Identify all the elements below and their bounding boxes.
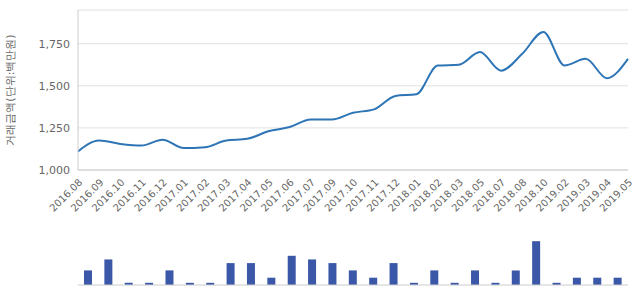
svg-text:2018.10: 2018.10 bbox=[512, 176, 550, 214]
svg-text:2018.02: 2018.02 bbox=[407, 176, 445, 214]
svg-text:1,250: 1,250 bbox=[39, 122, 71, 135]
svg-text:2017.06: 2017.06 bbox=[258, 176, 296, 214]
svg-text:2017.02: 2017.02 bbox=[174, 176, 212, 214]
svg-text:1,500: 1,500 bbox=[39, 80, 71, 93]
svg-text:2016.08: 2016.08 bbox=[47, 176, 85, 214]
svg-text:2018.01: 2018.01 bbox=[385, 176, 423, 214]
svg-text:2019.04: 2019.04 bbox=[576, 176, 614, 214]
svg-text:2018.08: 2018.08 bbox=[491, 176, 529, 214]
svg-text:거래금액(단위:백만원): 거래금액(단위:백만원) bbox=[8, 34, 17, 145]
svg-text:2018.05: 2018.05 bbox=[449, 176, 487, 214]
svg-text:1,000: 1,000 bbox=[39, 164, 71, 177]
svg-text:2016.09: 2016.09 bbox=[68, 176, 106, 214]
svg-text:2017.04: 2017.04 bbox=[216, 176, 254, 214]
svg-text:2016.10: 2016.10 bbox=[89, 176, 127, 214]
svg-text:2017.01: 2017.01 bbox=[153, 176, 191, 214]
svg-text:2016.11: 2016.11 bbox=[110, 176, 148, 214]
svg-text:2019.02: 2019.02 bbox=[533, 176, 571, 214]
svg-text:2019.03: 2019.03 bbox=[555, 176, 593, 214]
svg-text:2017.03: 2017.03 bbox=[195, 176, 233, 214]
svg-text:2017.07: 2017.07 bbox=[280, 176, 318, 214]
svg-text:2016.12: 2016.12 bbox=[132, 176, 170, 214]
svg-text:2017.05: 2017.05 bbox=[237, 176, 275, 214]
svg-text:2017.11: 2017.11 bbox=[343, 176, 381, 214]
svg-text:2017.12: 2017.12 bbox=[364, 176, 402, 214]
svg-text:2018.03: 2018.03 bbox=[428, 176, 466, 214]
svg-text:2017.10: 2017.10 bbox=[322, 176, 360, 214]
svg-text:2018.07: 2018.07 bbox=[470, 176, 508, 214]
svg-text:2017.09: 2017.09 bbox=[301, 176, 339, 214]
svg-text:1,750: 1,750 bbox=[39, 38, 71, 51]
svg-text:2019.05: 2019.05 bbox=[597, 177, 632, 214]
